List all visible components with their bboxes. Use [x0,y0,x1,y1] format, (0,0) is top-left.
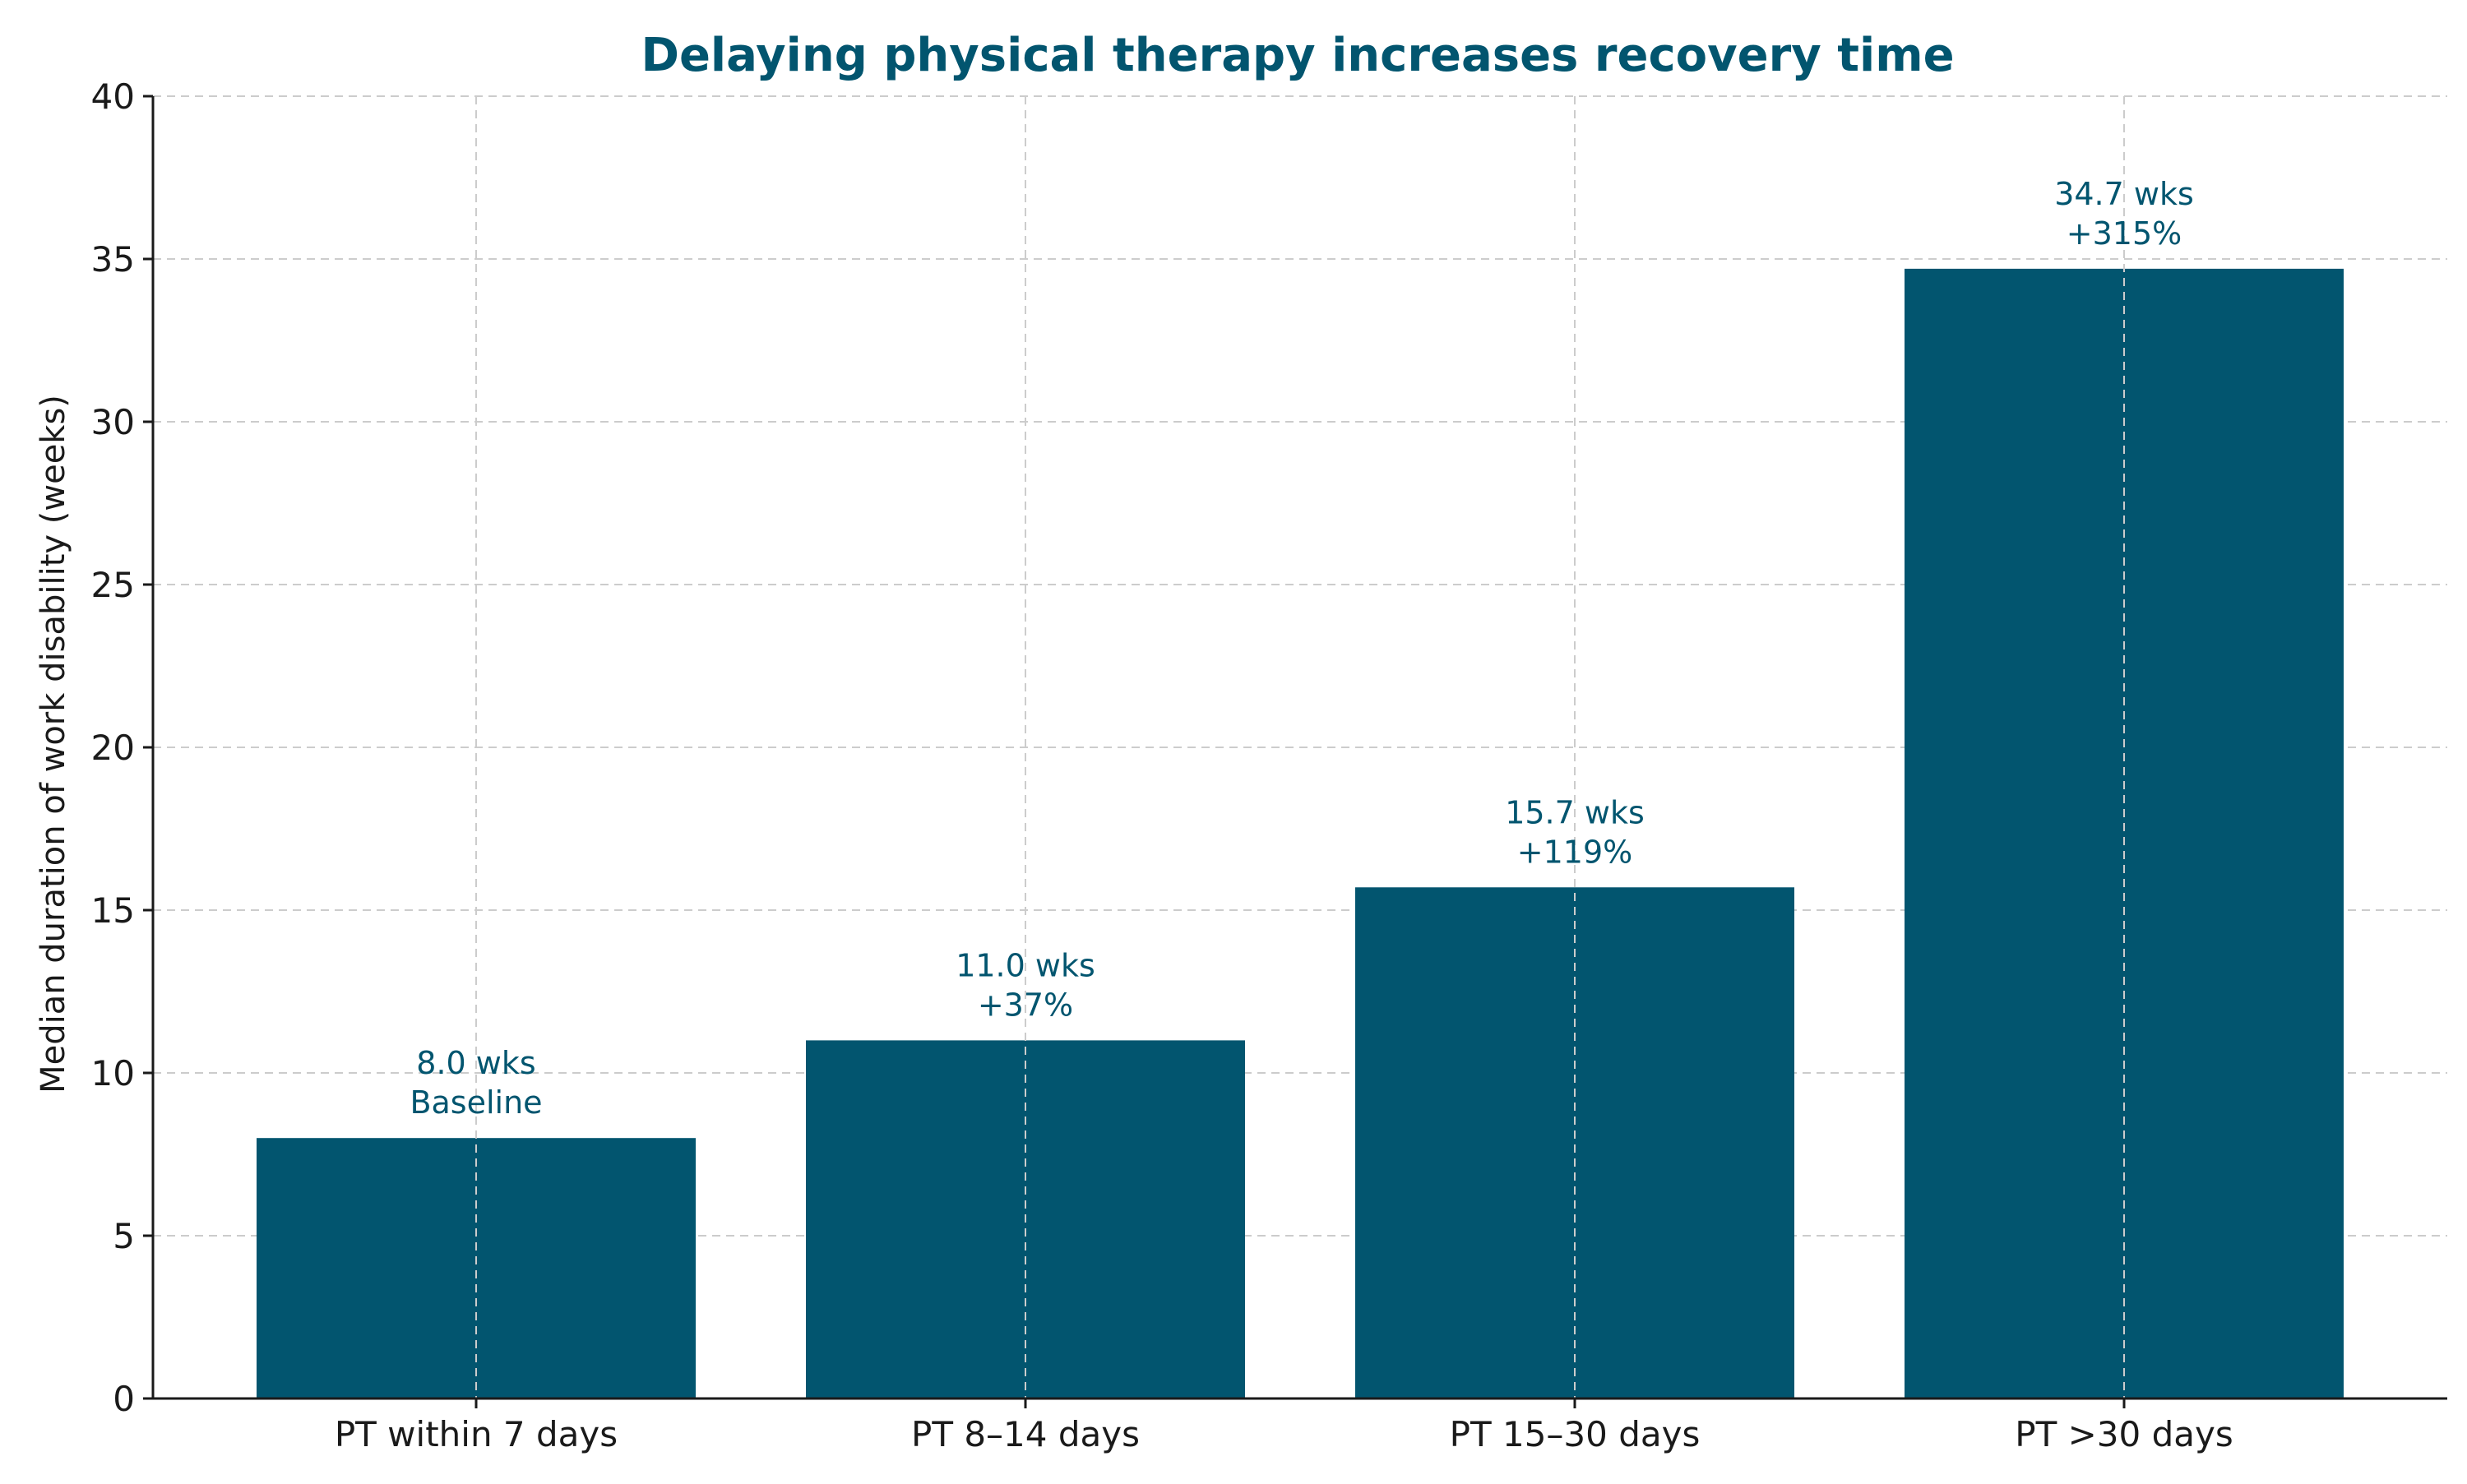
bar-data-label-line: 11.0 wks [956,947,1095,983]
bar-data-label-line: +315% [2067,215,2182,252]
x-tick-label: PT 15–30 days [1450,1414,1701,1454]
bar-data-label-line: +37% [978,987,1073,1023]
y-tick-label: 0 [113,1379,135,1419]
bar [1905,268,2344,1398]
bars [257,268,2344,1398]
vertical-gridlines [475,96,2125,1398]
x-tick-label: PT 8–14 days [911,1414,1140,1454]
bar-data-label: 15.7 wks +119% [1505,794,1645,870]
axes: 0 5 10 15 20 25 30 35 40 PT within 7 days PT 8–14 … [91,76,2447,1454]
x-tick-label: PT within 7 days [335,1414,618,1454]
y-tick-label: 15 [91,890,135,931]
y-tick-label: 10 [91,1053,135,1093]
bar-data-label-line: 15.7 wks [1505,794,1645,830]
bar-data-label: 34.7 wks +315% [2054,176,2194,252]
x-tick-label: PT >30 days [2015,1414,2233,1454]
y-tick-label: 5 [113,1216,135,1256]
bar-data-label: 11.0 wks +37% [956,947,1095,1023]
data-labels: 8.0 wks Baseline 11.0 wks +37% 15.7 wks +119%… [410,176,2193,1121]
y-axis-label: Median duration of work disability (week… [35,395,72,1093]
chart-title: Delaying physical therapy increases reco… [641,29,1954,82]
bar-data-label-line: 34.7 wks [2054,176,2194,212]
bar-data-label-line: +119% [1517,834,1632,870]
bar-data-label: 8.0 wks Baseline [410,1045,542,1121]
y-tick-label: 35 [91,239,135,280]
y-tick-label: 40 [91,76,135,117]
y-tick-label: 20 [91,728,135,768]
y-tick-label: 25 [91,565,135,605]
bar-data-label-line: Baseline [410,1084,542,1121]
bar-data-label-line: 8.0 wks [416,1045,535,1081]
y-tick-label: 30 [91,402,135,442]
